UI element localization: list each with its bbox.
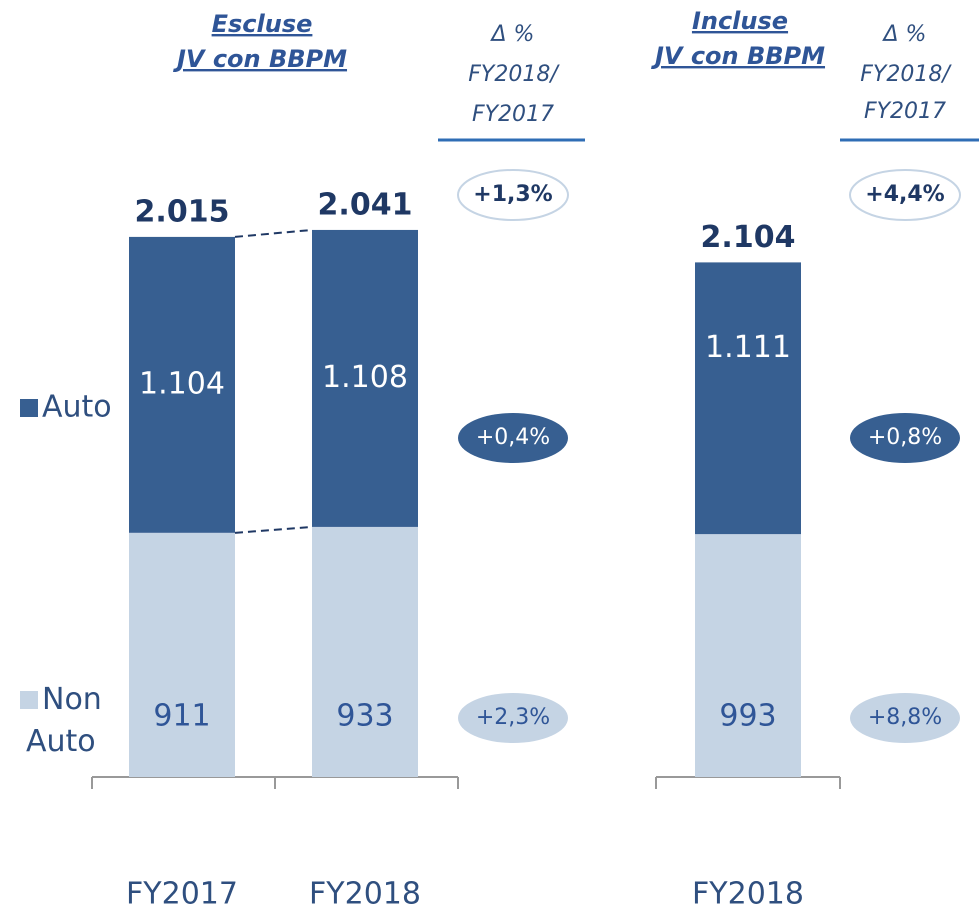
delta-badge bbox=[458, 413, 568, 463]
delta-badge bbox=[849, 169, 961, 221]
series-delta: +0,4% bbox=[476, 425, 550, 450]
legend-label: Auto bbox=[42, 390, 112, 425]
total-label: 2.104 bbox=[701, 220, 796, 255]
bar-segment bbox=[129, 532, 235, 777]
delta-badge bbox=[458, 693, 568, 743]
value-label: 1.104 bbox=[139, 366, 225, 401]
delta-header: FY2018/ bbox=[468, 62, 560, 87]
total-label: 2.041 bbox=[318, 187, 413, 222]
value-label: 911 bbox=[153, 699, 210, 734]
connector bbox=[234, 525, 313, 534]
legend-label: Non Auto bbox=[26, 682, 102, 759]
series-delta: +2,3% bbox=[476, 705, 550, 730]
value-label: 1.108 bbox=[322, 360, 408, 395]
series-delta: +8,8% bbox=[868, 705, 942, 730]
total-label: 2.015 bbox=[135, 194, 230, 229]
series-delta: +0,8% bbox=[868, 425, 942, 450]
x-tick-label: FY2018 bbox=[309, 877, 421, 912]
delta-header: Δ % bbox=[882, 22, 927, 47]
delta-header: FY2017 bbox=[472, 102, 554, 127]
panel-title: JV con BBPM bbox=[173, 45, 347, 73]
panel-title: Incluse bbox=[692, 7, 788, 35]
bar-segment bbox=[695, 534, 801, 777]
legend-swatch bbox=[20, 691, 38, 709]
panel-title: JV con BBPM bbox=[651, 42, 825, 70]
delta-badge bbox=[850, 413, 960, 463]
delta-header: Δ % bbox=[490, 22, 535, 47]
x-tick-label: FY2018 bbox=[692, 877, 804, 912]
value-label: 933 bbox=[336, 699, 393, 734]
delta-badge bbox=[457, 169, 569, 221]
delta-header: FY2017 bbox=[864, 99, 946, 124]
x-tick-label: FY2017 bbox=[126, 877, 238, 912]
connector bbox=[234, 228, 313, 238]
delta-badge bbox=[850, 693, 960, 743]
total-delta: +1,3% bbox=[473, 182, 552, 207]
bar-segment bbox=[312, 526, 418, 777]
bar-segment bbox=[129, 236, 235, 533]
bar-segment bbox=[695, 262, 801, 535]
bar-segment bbox=[312, 229, 418, 527]
total-delta: +4,4% bbox=[865, 182, 944, 207]
value-label: 1.111 bbox=[705, 330, 791, 365]
panel-title: Escluse bbox=[212, 10, 313, 38]
delta-header: FY2018/ bbox=[860, 62, 952, 87]
legend-swatch bbox=[20, 399, 38, 417]
value-label: 993 bbox=[719, 699, 776, 734]
